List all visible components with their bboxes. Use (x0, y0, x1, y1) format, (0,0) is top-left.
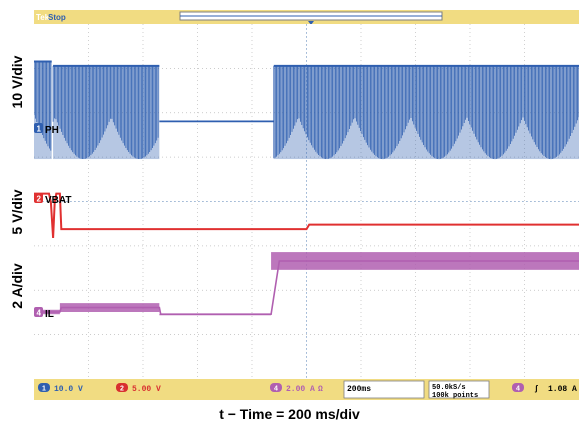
traces (34, 60, 579, 316)
acquisition-status: Stop (48, 13, 66, 22)
ph-switching-trace (34, 61, 52, 151)
readout-ch2-chip (116, 383, 128, 392)
vbat-trace (34, 192, 579, 238)
channel-2-marker-box (34, 193, 43, 203)
readout-ch4-chip (270, 383, 282, 392)
timebase-readout: 200ms (347, 385, 371, 394)
channel-2-marker-number: 2 (37, 195, 42, 204)
trigger-level-readout: 1.08 A (548, 385, 577, 394)
channel-il-label: IL (45, 309, 54, 320)
y-axis-labels: 10 V/div 5 V/div 2 A/div (0, 0, 34, 380)
il-trace (34, 260, 579, 315)
readout-ch4-scale: 2.00 A (286, 385, 315, 394)
readout-ch2-scale: 5.00 V (132, 385, 161, 394)
readout-ch4-suffix: Ω (318, 385, 323, 394)
channel-ph-label: PH (45, 125, 59, 136)
readout-ch4-chip-number: 4 (274, 386, 278, 393)
readout-ch1-scale: 10.0 V (54, 385, 83, 394)
readout-ch2-chip-number: 2 (120, 386, 124, 393)
channel-1-marker-number: 1 (37, 125, 42, 134)
channel-vbat-label: VBAT (45, 195, 71, 206)
channel-1-marker-box (34, 123, 43, 133)
channel-4-marker-number: 4 (37, 309, 42, 318)
readout: 1 10.0 V 2 5.00 V 4 2.00 A Ω 200ms 50.0kS/s100k … (38, 380, 577, 400)
graticule (34, 24, 579, 379)
acquisition-box (428, 380, 490, 399)
sample-rate-readout: 50.0kS/s (432, 384, 466, 392)
ph-switching-trace (273, 65, 579, 160)
readout-trigger-chip-number: 4 (516, 386, 520, 393)
ph-switching-trace (52, 65, 159, 159)
record-length-readout: 100k points (432, 392, 478, 400)
trigger-position-marker (308, 21, 314, 25)
ph-scale-label: 10 V/div (9, 55, 25, 109)
il-scale-label: 2 A/div (9, 263, 25, 309)
vbat-scale-label: 5 V/div (9, 189, 25, 235)
x-axis-label: t − Time = 200 ms/div (219, 406, 360, 422)
timebase-box (343, 380, 425, 399)
readout-ch1-chip (38, 383, 50, 392)
trigger-slope-icon: ʃ (534, 385, 539, 394)
brand-label: Tek (36, 13, 50, 22)
readout-ch1-chip-number: 1 (42, 386, 46, 393)
channel-markers: 1 PH 2 VBAT 4 IL (34, 123, 71, 320)
channel-4-marker-box (34, 307, 43, 317)
readout-trigger-chip (512, 383, 524, 392)
